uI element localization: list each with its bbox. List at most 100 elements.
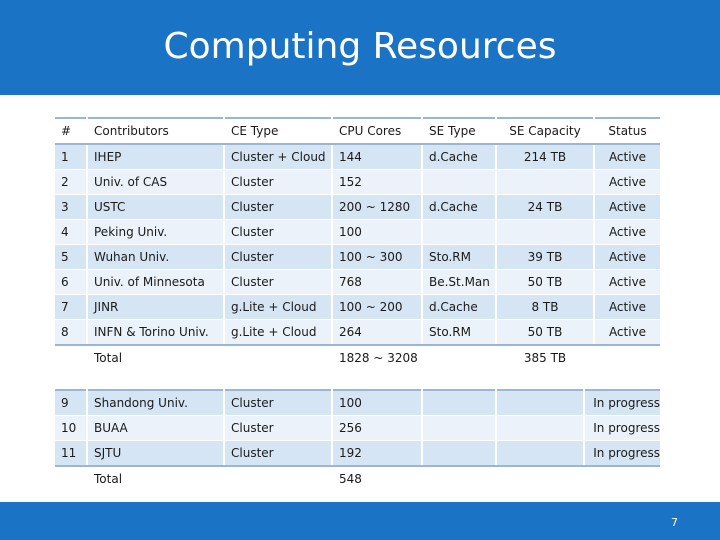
se-type [422, 219, 497, 245]
contributor: Univ. of CAS [87, 169, 225, 195]
total-spacer [594, 345, 660, 371]
status: Active [594, 294, 660, 320]
status: Active [594, 194, 660, 220]
row-number: 4 [55, 219, 88, 245]
total-label: Total [87, 345, 225, 371]
row-number: 8 [55, 319, 88, 346]
table-row: 3 USTC Cluster 200 ~ 1280 d.Cache 24 TB … [55, 194, 660, 220]
cpu-cores: 144 [332, 144, 423, 170]
status: Active [594, 219, 660, 245]
status: Active [594, 144, 660, 170]
contributor: Shandong Univ. [87, 389, 225, 416]
se-capacity: 39 TB [496, 244, 595, 270]
ce-type: Cluster [224, 440, 333, 467]
resources-table: # Contributors CE Type CPU Cores SE Type… [55, 117, 660, 371]
page-number: 7 [671, 516, 678, 529]
total-se-capacity: 385 TB [496, 345, 595, 371]
ce-type: Cluster [224, 219, 333, 245]
se-type [422, 415, 497, 441]
row-number: 11 [55, 440, 88, 467]
cpu-cores: 100 ~ 300 [332, 244, 423, 270]
footer-bar: 7 [0, 502, 720, 540]
contributor: Peking Univ. [87, 219, 225, 245]
ce-type: Cluster [224, 415, 333, 441]
ce-type: Cluster [224, 244, 333, 270]
contributor: SJTU [87, 440, 225, 467]
slide-title: Computing Resources [163, 26, 557, 67]
se-capacity: 24 TB [496, 194, 595, 220]
se-type [422, 389, 497, 416]
header-cell-cpu-cores: CPU Cores [332, 117, 423, 145]
contributor: BUAA [87, 415, 225, 441]
table-row: 7 JINR g.Lite + Cloud 100 ~ 200 d.Cache … [55, 294, 660, 320]
total-row: Total 1828 ~ 3208 385 TB [55, 345, 660, 371]
table-row: 6 Univ. of Minnesota Cluster 768 Be.St.M… [55, 269, 660, 295]
se-type: d.Cache [422, 294, 497, 320]
total-spacer [55, 466, 88, 492]
cpu-cores: 100 ~ 200 [332, 294, 423, 320]
table-row: 8 INFN & Torino Univ. g.Lite + Cloud 264… [55, 319, 660, 346]
table-row: 11 SJTU Cluster 192 In progress [55, 440, 660, 467]
row-number: 10 [55, 415, 88, 441]
se-type: d.Cache [422, 194, 497, 220]
se-capacity [496, 440, 585, 467]
se-type: Be.St.Man [422, 269, 497, 295]
se-type: Sto.RM [422, 319, 497, 346]
row-number: 1 [55, 144, 88, 170]
status: In progress [584, 440, 660, 467]
row-number: 2 [55, 169, 88, 195]
row-number: 7 [55, 294, 88, 320]
se-capacity: 8 TB [496, 294, 595, 320]
header-cell-contributors: Contributors [87, 117, 225, 145]
contributor: JINR [87, 294, 225, 320]
table-row: 1 IHEP Cluster + Cloud 144 d.Cache 214 T… [55, 144, 660, 170]
cpu-cores: 100 [332, 389, 423, 416]
se-capacity [496, 169, 595, 195]
se-type: Sto.RM [422, 244, 497, 270]
cpu-cores: 256 [332, 415, 423, 441]
cpu-cores: 152 [332, 169, 423, 195]
cpu-cores: 192 [332, 440, 423, 467]
se-type: d.Cache [422, 144, 497, 170]
se-capacity: 50 TB [496, 269, 595, 295]
total-spacer [422, 466, 497, 492]
ce-type: Cluster [224, 269, 333, 295]
contributor: Wuhan Univ. [87, 244, 225, 270]
total-row: Total 548 [55, 466, 660, 492]
header-cell-status: Status [594, 117, 660, 145]
pending-resources-table: 9 Shandong Univ. Cluster 100 In progress… [55, 389, 660, 492]
status: Active [594, 269, 660, 295]
cpu-cores: 200 ~ 1280 [332, 194, 423, 220]
total-cpu-cores: 548 [332, 466, 423, 492]
table-header-row: # Contributors CE Type CPU Cores SE Type… [55, 117, 660, 145]
se-type [422, 440, 497, 467]
header-cell-se-type: SE Type [422, 117, 497, 145]
header-cell-se-capacity: SE Capacity [496, 117, 595, 145]
status: Active [594, 244, 660, 270]
ce-type: Cluster + Cloud [224, 144, 333, 170]
table-row: 2 Univ. of CAS Cluster 152 Active [55, 169, 660, 195]
contributor: USTC [87, 194, 225, 220]
se-capacity: 214 TB [496, 144, 595, 170]
header-cell-number: # [55, 117, 88, 145]
row-number: 5 [55, 244, 88, 270]
ce-type: Cluster [224, 194, 333, 220]
row-number: 3 [55, 194, 88, 220]
total-spacer [422, 345, 497, 371]
ce-type: g.Lite + Cloud [224, 294, 333, 320]
cpu-cores: 100 [332, 219, 423, 245]
total-spacer [584, 466, 660, 492]
total-spacer [55, 345, 88, 371]
status: Active [594, 319, 660, 346]
status: In progress [584, 415, 660, 441]
row-number: 9 [55, 389, 88, 416]
total-cpu-cores: 1828 ~ 3208 [332, 345, 423, 371]
se-type [422, 169, 497, 195]
total-spacer [496, 466, 585, 492]
status: Active [594, 169, 660, 195]
ce-type: g.Lite + Cloud [224, 319, 333, 346]
table-row: 4 Peking Univ. Cluster 100 Active [55, 219, 660, 245]
table-row: 10 BUAA Cluster 256 In progress [55, 415, 660, 441]
contributor: IHEP [87, 144, 225, 170]
header-cell-ce-type: CE Type [224, 117, 333, 145]
